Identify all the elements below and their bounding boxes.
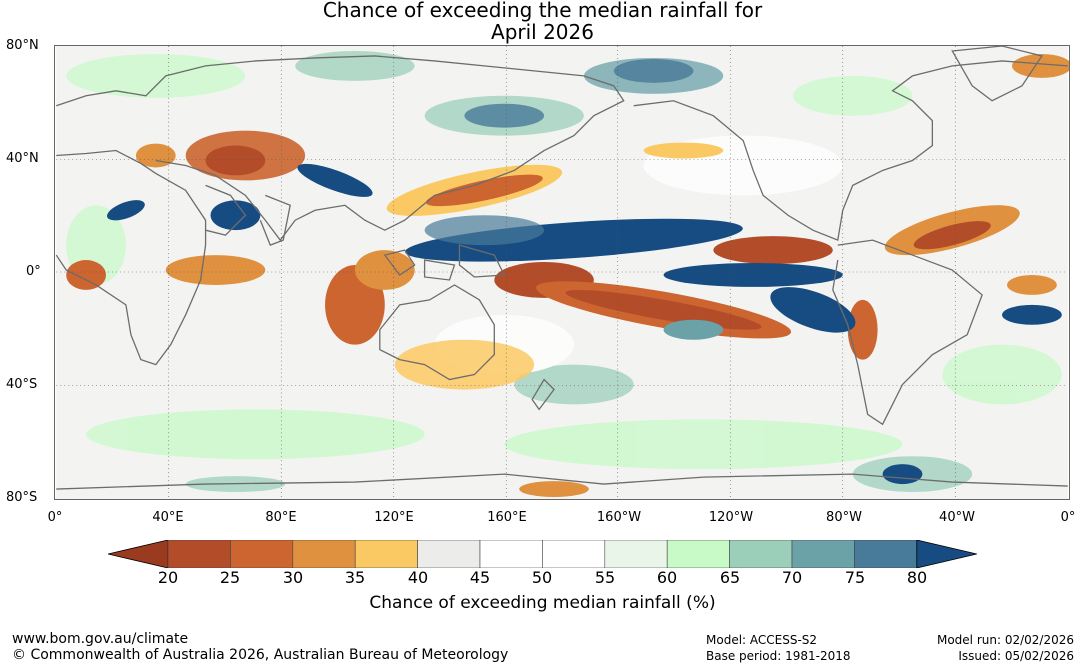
colorbar-segment bbox=[417, 540, 481, 568]
wet-regions bbox=[107, 58, 1062, 485]
lat-label-80s: 80°S bbox=[6, 490, 38, 505]
lon-label-0-left: 0° bbox=[47, 510, 63, 525]
lon-label-40w: 40°W bbox=[939, 510, 975, 525]
colorbar-segment bbox=[666, 540, 730, 568]
colorbar bbox=[108, 540, 977, 568]
map-title-line1: Chance of exceeding the median rainfall … bbox=[322, 0, 763, 22]
colorbar-tick: 25 bbox=[219, 568, 241, 587]
map-title-line2: April 2026 bbox=[491, 20, 594, 44]
lon-label-120e: 120°E bbox=[374, 510, 414, 525]
footer-copyright: © Commonwealth of Australia 2026, Austra… bbox=[12, 647, 509, 663]
colorbar-extend-low bbox=[108, 540, 169, 568]
colorbar-tick: 45 bbox=[469, 568, 491, 587]
colorbar-title: Chance of exceeding median rainfall (%) bbox=[369, 593, 716, 613]
colorbar-tick: 35 bbox=[344, 568, 366, 587]
colorbar-tick: 30 bbox=[282, 568, 304, 587]
colorbar-segment bbox=[479, 540, 543, 568]
lon-label-160e: 160°E bbox=[487, 510, 527, 525]
colorbar-tick: 20 bbox=[157, 568, 179, 587]
colorbar-segment bbox=[604, 540, 668, 568]
lon-label-80e: 80°E bbox=[265, 510, 297, 525]
colorbar-tick: 55 bbox=[594, 568, 616, 587]
colorbar-segment bbox=[854, 540, 918, 568]
colorbar-tick: 65 bbox=[719, 568, 741, 587]
rainfall-probability-map bbox=[54, 45, 1070, 500]
lat-label-40s: 40°S bbox=[6, 377, 38, 392]
footer-website: www.bom.gov.au/climate bbox=[12, 631, 189, 647]
lon-label-40e: 40°E bbox=[152, 510, 184, 525]
lat-label-80n: 80°N bbox=[6, 38, 39, 53]
footer-issued: Issued: 05/02/2026 bbox=[958, 649, 1074, 663]
probability-patches bbox=[66, 50, 1062, 493]
lon-label-120w: 120°W bbox=[708, 510, 754, 525]
colorbar-segment bbox=[292, 540, 356, 568]
lat-label-40n: 40°N bbox=[6, 151, 39, 166]
colorbar-segment bbox=[791, 540, 855, 568]
lon-label-160w: 160°W bbox=[596, 510, 642, 525]
footer-base-period: Base period: 1981-2018 bbox=[706, 649, 851, 663]
footer-model: Model: ACCESS-S2 bbox=[706, 633, 818, 647]
colorbar-tick: 75 bbox=[844, 568, 866, 587]
colorbar-segment bbox=[167, 540, 231, 568]
lat-label-equator: 0° bbox=[26, 264, 41, 279]
lon-label-80w: 80°W bbox=[826, 510, 862, 525]
colorbar-tick: 80 bbox=[906, 568, 928, 587]
colorbar-tick: 70 bbox=[781, 568, 803, 587]
lon-label-0-right: 0° bbox=[1060, 510, 1076, 525]
colorbar-extend-high bbox=[916, 540, 977, 568]
graticule bbox=[56, 46, 1068, 499]
colorbar-segment bbox=[354, 540, 418, 568]
footer-model-run: Model run: 02/02/2026 bbox=[936, 633, 1074, 647]
colorbar-segment bbox=[230, 540, 294, 568]
colorbar-tick: 60 bbox=[656, 568, 678, 587]
colorbar-segment bbox=[542, 540, 606, 568]
coastlines bbox=[55, 46, 1068, 490]
colorbar-segment bbox=[729, 540, 793, 568]
colorbar-tick: 50 bbox=[531, 568, 553, 587]
dry-regions bbox=[66, 53, 1069, 498]
colorbar-tick: 40 bbox=[407, 568, 429, 587]
